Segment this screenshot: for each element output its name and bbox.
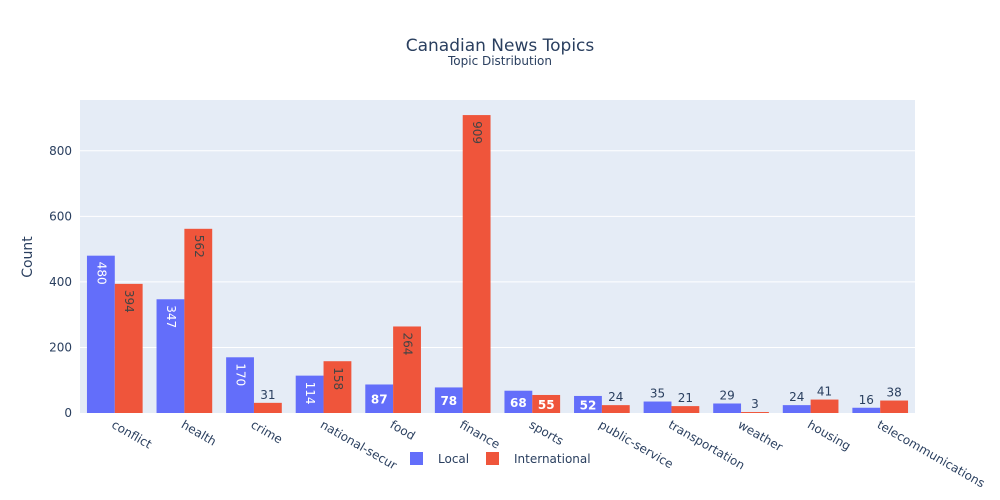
bar-international-conflict[interactable] — [114, 283, 143, 413]
bar-local-national-security[interactable] — [295, 375, 324, 413]
bar-value-label: 38 — [886, 386, 901, 400]
bar-international-crime[interactable] — [253, 402, 282, 413]
bar-value-label: 35 — [650, 387, 665, 401]
bar-value-label: 68 — [510, 396, 527, 410]
bar-value-label: 347 — [164, 305, 178, 328]
y-tick-label: 800 — [49, 144, 72, 158]
bar-value-label: 78 — [440, 394, 457, 408]
legend-swatch[interactable] — [410, 452, 423, 465]
bar-international-transportation[interactable] — [671, 406, 700, 413]
bar-local-housing[interactable] — [782, 405, 811, 413]
bar-value-label: 170 — [234, 363, 248, 386]
bar-international-weather[interactable] — [741, 412, 769, 413]
y-tick-label: 600 — [49, 209, 72, 223]
bar-value-label: 480 — [94, 262, 108, 285]
bars-group: 480 394 347 562 170 31 114 158 87 264 78 909 68 55 52 2… — [86, 115, 909, 413]
bar-value-label: 87 — [371, 393, 388, 407]
bar-value-label: 264 — [401, 332, 415, 355]
bar-value-label: 55 — [538, 398, 555, 412]
bar-value-label: 3 — [751, 397, 759, 411]
bar-value-label: 21 — [678, 391, 693, 405]
bar-local-transportation[interactable] — [643, 401, 672, 413]
y-axis-ticks: 0 200 400 600 800 — [49, 144, 72, 420]
bar-value-label: 114 — [303, 382, 317, 405]
bar-local-public-service[interactable] — [574, 395, 602, 413]
bar-value-label: 24 — [789, 390, 804, 404]
bar-value-label: 29 — [719, 388, 734, 402]
y-tick-label: 400 — [49, 275, 72, 289]
bar-value-label: 394 — [122, 290, 136, 313]
bar-local-weather[interactable] — [713, 403, 742, 413]
bar-international-health[interactable] — [184, 228, 213, 413]
bar-value-label: 909 — [470, 121, 484, 144]
bar-local-food[interactable] — [365, 384, 394, 413]
bar-value-label: 52 — [580, 398, 597, 412]
bar-local-finance[interactable] — [434, 387, 463, 413]
gridlines — [80, 150, 915, 348]
bar-local-crime[interactable] — [226, 357, 254, 413]
bar-value-label: 158 — [331, 367, 345, 390]
y-tick-label: 0 — [64, 406, 72, 420]
bar-value-label: 24 — [608, 390, 623, 404]
chart-subtitle: Topic Distribution — [447, 54, 552, 68]
y-axis-title: Count — [20, 236, 36, 278]
bar-local-conflict[interactable] — [86, 255, 115, 413]
bar-value-label: 31 — [260, 388, 275, 402]
legend[interactable]: Local International — [410, 452, 591, 466]
bar-international-finance[interactable] — [462, 115, 491, 413]
legend-swatch[interactable] — [486, 452, 499, 465]
bar-international-sports[interactable] — [532, 394, 561, 413]
bar-international-telecommunications[interactable] — [880, 400, 909, 413]
chart-title: Canadian News Topics — [406, 36, 595, 56]
bar-international-public-service[interactable] — [601, 405, 630, 413]
bar-local-telecommunications[interactable] — [852, 407, 881, 413]
legend-label[interactable]: International — [514, 452, 591, 466]
bar-local-sports[interactable] — [504, 390, 533, 413]
bar-international-housing[interactable] — [810, 399, 839, 413]
legend-label[interactable]: Local — [438, 452, 469, 466]
bar-value-label: 16 — [859, 393, 874, 407]
bar-value-label: 562 — [192, 235, 206, 258]
bar-international-national-security[interactable] — [323, 361, 352, 413]
bar-value-label: 41 — [817, 385, 832, 399]
plot-area — [80, 100, 915, 413]
bar-local-health[interactable] — [156, 299, 185, 413]
bar-international-food[interactable] — [393, 326, 421, 413]
y-tick-label: 200 — [49, 340, 72, 354]
